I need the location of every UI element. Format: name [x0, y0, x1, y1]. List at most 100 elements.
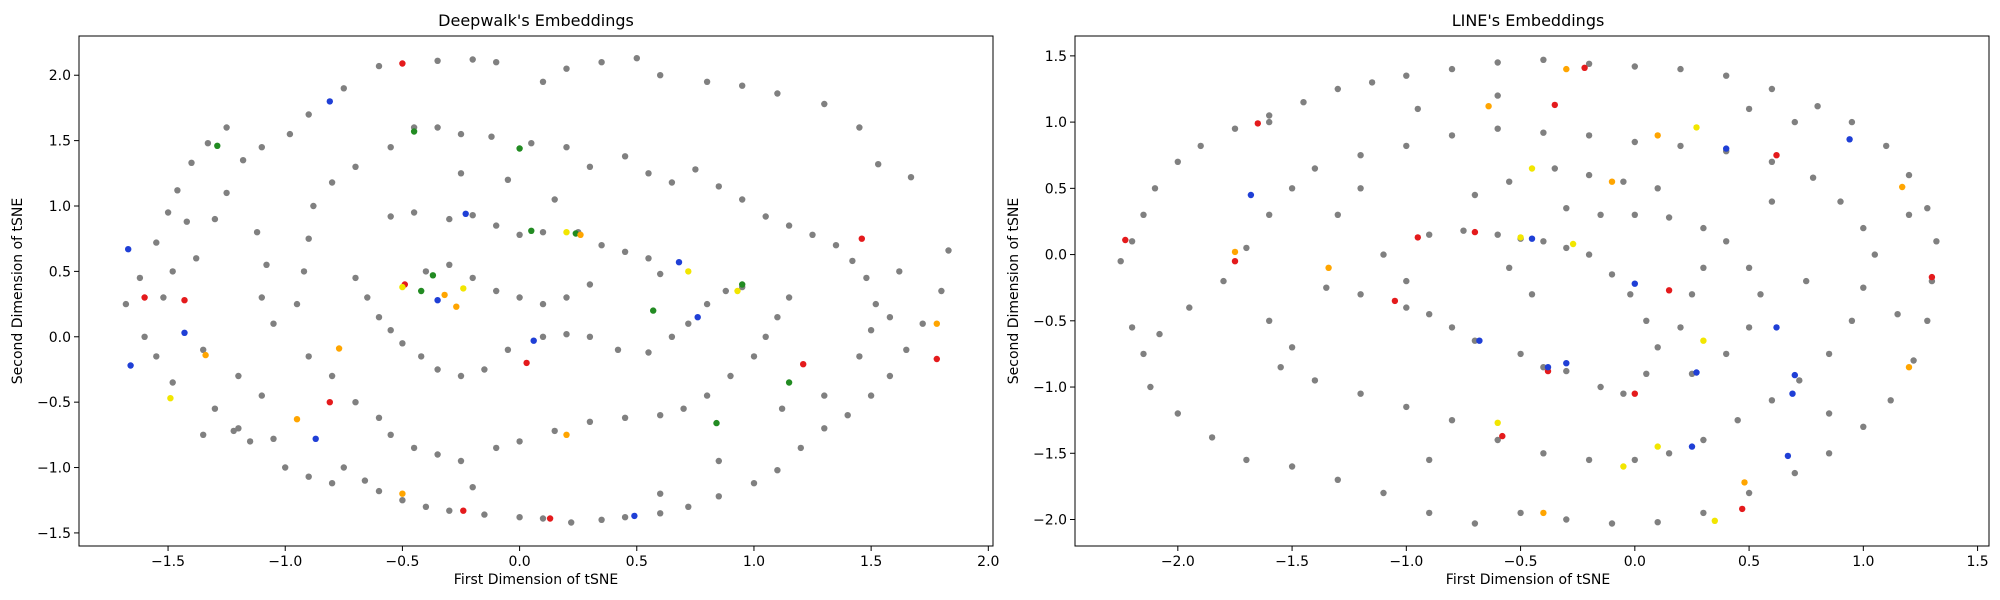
data-point	[1846, 136, 1853, 143]
data-point	[493, 59, 500, 66]
data-point	[361, 477, 369, 484]
data-point	[188, 159, 195, 166]
data-point	[300, 268, 308, 275]
data-point	[1597, 383, 1604, 391]
data-point	[1905, 171, 1913, 179]
y-tick-label: −1.5	[1033, 446, 1067, 462]
data-point	[1231, 248, 1239, 256]
data-point	[633, 55, 640, 62]
data-point	[1569, 240, 1577, 248]
data-point	[469, 484, 476, 491]
data-point	[563, 431, 570, 438]
data-point	[586, 418, 594, 425]
data-point	[577, 231, 584, 238]
data-point	[1368, 79, 1376, 86]
data-point	[938, 287, 945, 295]
data-point	[1910, 357, 1917, 364]
data-point	[399, 497, 406, 504]
x-tick-label: 0.0	[508, 554, 530, 570]
data-point	[1494, 92, 1501, 99]
data-point	[364, 294, 371, 301]
data-point	[211, 405, 219, 412]
data-point	[375, 487, 383, 495]
data-point	[1414, 234, 1422, 241]
data-point	[387, 327, 394, 334]
data-point	[1476, 337, 1483, 344]
data-point	[750, 480, 758, 487]
data-point	[239, 157, 247, 164]
x-tick-label: 1.5	[1966, 554, 1988, 570]
data-point	[1803, 277, 1810, 285]
data-point	[202, 351, 209, 359]
data-point	[1540, 56, 1547, 63]
x-tick-label: −1.5	[151, 554, 185, 570]
data-point	[352, 163, 359, 170]
data-point	[886, 314, 894, 321]
plot-frame	[1074, 35, 1990, 547]
data-point	[169, 268, 176, 275]
data-point	[1499, 432, 1506, 440]
data-point	[481, 366, 488, 373]
data-point	[1528, 165, 1536, 172]
data-point	[563, 144, 570, 151]
data-point	[1585, 251, 1593, 258]
data-point	[774, 90, 781, 97]
data-point	[1887, 397, 1894, 404]
data-point	[1791, 371, 1799, 379]
data-point	[1300, 99, 1307, 106]
data-point	[328, 480, 336, 487]
data-point	[621, 248, 629, 255]
x-tick-label: 2.0	[977, 554, 999, 570]
data-point	[1380, 489, 1387, 497]
data-point	[1899, 183, 1906, 191]
data-point	[668, 179, 676, 186]
data-point	[1848, 317, 1856, 324]
data-point	[614, 346, 622, 353]
data-point	[1723, 145, 1730, 152]
plot-area	[1117, 56, 1940, 527]
data-point	[1243, 456, 1250, 464]
data-point	[1506, 264, 1513, 271]
data-point	[211, 215, 219, 223]
data-point	[528, 227, 535, 234]
data-point	[387, 144, 394, 151]
data-point	[1311, 165, 1319, 172]
data-point	[1814, 103, 1821, 110]
data-point	[305, 353, 312, 360]
x-tick-label: 1.0	[1852, 554, 1874, 570]
data-point	[1883, 142, 1890, 150]
data-point	[1506, 178, 1513, 185]
x-axis: −2.0 −1.5 −1.0 −0.5 0.0 0.5 1.0 1.5	[1161, 546, 1989, 570]
data-point	[164, 209, 172, 216]
data-point	[1494, 59, 1501, 66]
data-point	[1608, 271, 1616, 278]
data-point	[258, 294, 265, 301]
data-point	[127, 362, 134, 369]
data-point	[214, 142, 221, 149]
plot-area	[122, 55, 952, 526]
data-point	[253, 229, 261, 236]
y-tick-label: 1.0	[1045, 115, 1067, 131]
y-tick-label: 0.5	[1045, 181, 1067, 197]
data-point	[328, 372, 336, 380]
data-point	[1848, 118, 1856, 126]
data-point	[1620, 463, 1627, 470]
data-point	[457, 170, 465, 177]
data-point	[387, 213, 394, 220]
data-point	[1494, 231, 1501, 238]
data-point	[504, 346, 512, 353]
data-point	[1426, 456, 1433, 464]
x-tick-label: −0.5	[1504, 554, 1538, 570]
data-point	[1631, 211, 1639, 218]
data-point	[434, 297, 441, 304]
data-point	[125, 246, 132, 253]
data-point	[1380, 251, 1387, 258]
data-point	[668, 333, 676, 340]
data-point	[1665, 214, 1673, 221]
data-point	[181, 297, 188, 304]
data-point	[1208, 434, 1216, 441]
y-tick-label: −2.0	[1033, 513, 1067, 529]
data-point	[1551, 165, 1559, 172]
data-point	[1517, 509, 1524, 517]
data-point	[181, 329, 188, 336]
